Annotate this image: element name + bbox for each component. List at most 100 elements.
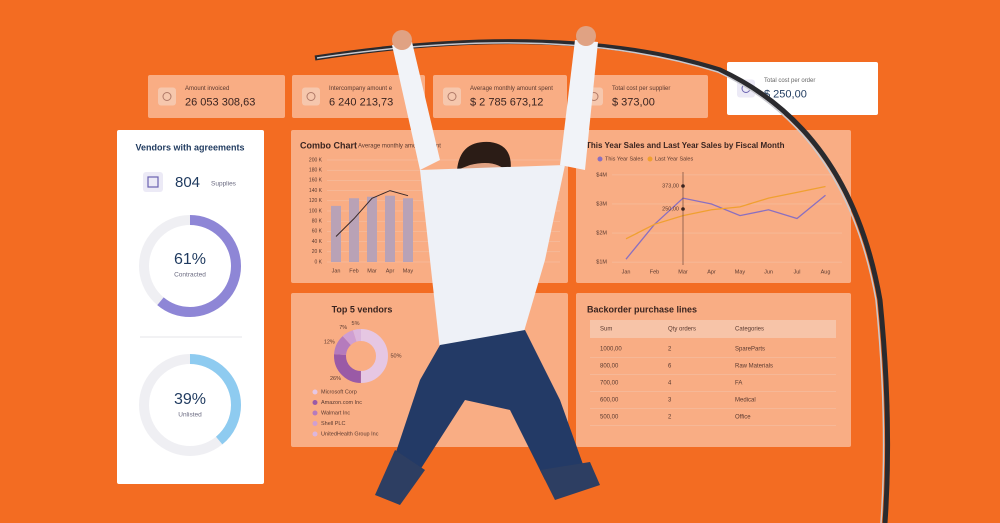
legend-dot <box>312 389 318 395</box>
kpi-value: 6 240 213,73 <box>329 96 393 108</box>
kpi-icon <box>443 87 461 106</box>
y-tick-label: 20 K <box>312 249 323 255</box>
unlisted-value: 39% <box>174 391 206 408</box>
table-cell: 3 <box>668 398 672 404</box>
kpi-value: $ 2 785 673,12 <box>470 96 543 108</box>
person <box>314 26 891 523</box>
bar <box>385 195 395 262</box>
y-tick-label: 200 K <box>309 157 323 163</box>
kpi-card <box>433 75 567 118</box>
right-hand <box>576 26 596 46</box>
supplies-icon <box>143 172 163 192</box>
y-tick-label: 100 K <box>309 208 323 214</box>
table-cell: 700,00 <box>600 381 619 387</box>
x-tick-label: May <box>403 268 414 274</box>
table-header: Categories <box>735 327 764 333</box>
contracted-caption: Contracted <box>174 272 206 279</box>
table-cell: Office <box>735 415 751 421</box>
legend-dot <box>312 410 318 416</box>
supplies-icon-glyph <box>147 176 159 188</box>
kpi-label: Intercompany amount e <box>329 86 393 92</box>
annotation-dot <box>681 207 685 211</box>
table-cell: 1000,00 <box>600 347 622 353</box>
x-tick-label: Feb <box>349 268 358 274</box>
y-tick-label: $1M <box>596 260 607 266</box>
legend-dot <box>312 431 318 437</box>
y-tick-label: 140 K <box>309 188 323 194</box>
hair <box>457 141 511 175</box>
donut-arc <box>139 354 241 456</box>
table-cell: 4 <box>668 381 672 387</box>
shirt <box>420 165 565 350</box>
pie-label: 26% <box>330 376 341 382</box>
x-tick-label: May <box>735 269 746 275</box>
sales-line <box>625 194 826 260</box>
table-cell: SpareParts <box>735 347 765 353</box>
pie-label: 50% <box>390 353 401 359</box>
donut-arc <box>139 215 241 317</box>
bar <box>367 196 377 262</box>
x-tick-label: Apr <box>707 269 716 275</box>
annotation-dot <box>681 184 685 188</box>
pie-segment <box>334 329 388 383</box>
annotation: 250,00 <box>662 206 679 212</box>
kpi-card <box>575 75 708 118</box>
supplies-count: 804 <box>175 174 200 191</box>
bar <box>331 205 341 262</box>
x-tick-label: Jul <box>793 269 800 275</box>
pie-label: 5% <box>352 321 360 327</box>
y-tick-label: 0 K <box>314 259 322 265</box>
legend-dot <box>312 400 318 405</box>
bar <box>314 39 891 523</box>
y-tick-label: 40 K <box>312 239 323 245</box>
legend-dot <box>647 156 653 162</box>
bar <box>403 198 413 262</box>
legend-label: UnitedHealth Group Inc <box>321 431 379 437</box>
table-header-bg <box>590 320 836 338</box>
pie-label: 12% <box>324 339 335 345</box>
sales-title: This Year Sales and Last Year Sales by F… <box>586 141 785 150</box>
x-tick-label: Aug <box>821 269 831 275</box>
pie-label: 7% <box>339 325 347 331</box>
y-tick-label: 120 K <box>309 198 323 204</box>
table-cell: Medical <box>735 398 756 404</box>
legend-dot <box>312 421 318 426</box>
table-cell: Raw Materials <box>735 364 773 370</box>
kpi-card <box>727 62 878 115</box>
vendors-title: Vendors with agreements <box>135 142 244 152</box>
combo-subtitle: Average monthly amount spent <box>358 144 441 150</box>
legend-label: Walmart Inc <box>321 410 350 416</box>
x-tick-label: Mar <box>678 269 688 275</box>
left-shoe <box>375 450 425 505</box>
pie-segment <box>334 329 388 383</box>
sales-panel <box>576 130 851 283</box>
sales-line <box>625 185 826 240</box>
kpi-label: Average monthly amount spent <box>470 86 553 92</box>
legend-label: Microsoft Corp <box>321 389 357 395</box>
x-tick-label: Feb <box>650 269 659 275</box>
kpi-icon-glyph <box>306 92 316 101</box>
backorder-title: Backorder purchase lines <box>587 304 697 314</box>
table-header: Sum <box>600 327 612 333</box>
table-cell: 2 <box>668 415 672 421</box>
supplies-label: Supplies <box>211 181 237 188</box>
kpi-card <box>292 75 425 118</box>
y-tick-label: 80 K <box>312 219 323 225</box>
legend-label: Amazon.com Inc <box>321 400 362 406</box>
kpi-value: $ 373,00 <box>612 96 655 108</box>
x-tick-label: Jun <box>764 269 773 275</box>
table-cell: FA <box>735 381 742 387</box>
x-tick-label: Apr <box>386 268 395 274</box>
left-hand <box>392 30 412 50</box>
table-header: Qty orders <box>668 327 696 333</box>
y-tick-label: $4M <box>596 172 607 178</box>
kpi-label: Total cost per supplier <box>612 86 670 92</box>
legend-label: This Year Sales <box>605 156 643 162</box>
kpi-value: 26 053 308,63 <box>185 96 255 108</box>
right-shoe <box>540 462 600 500</box>
table-cell: 500,00 <box>600 415 619 421</box>
x-tick-label: Mar <box>367 268 377 274</box>
legend-label: Shell PLC <box>321 421 345 427</box>
table-cell: 800,00 <box>600 364 619 370</box>
